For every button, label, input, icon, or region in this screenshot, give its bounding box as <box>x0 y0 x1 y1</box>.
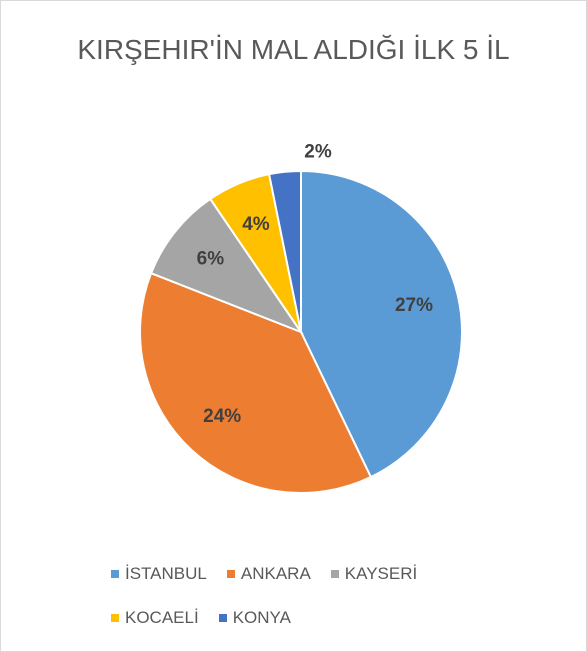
legend-swatch <box>218 614 227 622</box>
data-label: 6% <box>197 249 225 270</box>
pie-slice <box>300 169 463 479</box>
legend-label: İSTANBUL <box>125 564 207 583</box>
legend-label: KOCAELİ <box>125 608 199 627</box>
data-label: 2% <box>304 142 332 163</box>
legend-item: KONYA <box>218 605 291 631</box>
data-label: 24% <box>203 406 241 427</box>
legend-swatch <box>111 614 119 622</box>
data-label: 27% <box>395 295 433 316</box>
pie-slice <box>139 271 373 494</box>
data-label: 4% <box>242 214 270 235</box>
legend-label: KAYSERİ <box>344 564 418 583</box>
chart-title: KIRŞEHIR'İN MAL ALDIĞI İLK 5 İL <box>77 34 510 65</box>
pie-slice <box>149 197 304 335</box>
legend-swatch <box>226 570 235 578</box>
legend-label: ANKARA <box>240 564 311 583</box>
legend-item: KOCAELİ <box>111 605 199 631</box>
legend-item: ANKARA <box>226 561 311 587</box>
legend-swatch <box>330 570 339 578</box>
legend-item: KAYSERİ <box>330 561 418 587</box>
pie-slice <box>267 169 302 333</box>
legend-swatch <box>111 570 119 578</box>
legend-item: İSTANBUL <box>111 561 207 587</box>
legend-label: KONYA <box>232 608 291 627</box>
legend: İSTANBUL ANKARA KAYSERİ KOCAELİ KONYA <box>101 561 501 649</box>
